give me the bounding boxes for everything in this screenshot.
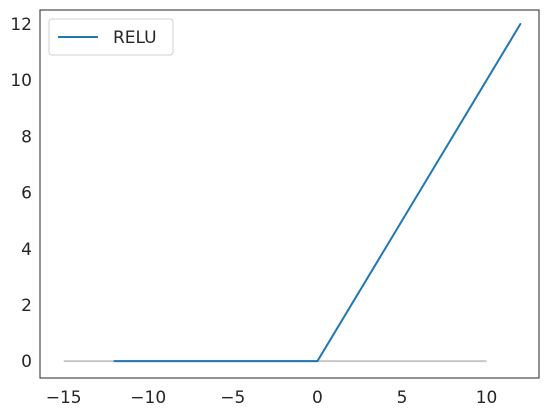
y-axis: 0 2 4 6 8 10 12 [10,15,32,372]
series-line-relu [113,23,522,363]
y-tick-label: 4 [21,240,32,260]
y-tick-label: 6 [21,184,32,204]
legend: RELU [48,18,174,56]
x-tick-label: −10 [130,388,166,408]
y-tick-label: 10 [10,71,32,91]
x-axis: −15 −10 −5 0 5 10 [46,388,498,408]
x-tick-label: −15 [46,388,82,408]
legend-label-relu: RELU [113,28,157,48]
y-tick-label: 2 [21,296,32,316]
y-tick-label: 0 [21,352,32,372]
x-tick-label: 0 [312,388,323,408]
plot-frame [39,9,540,379]
series-layer [113,23,522,363]
y-tick-label: 12 [10,15,32,35]
legend-box [48,18,174,56]
y-tick-label: 8 [21,127,32,147]
x-tick-label: 5 [397,388,408,408]
x-tick-label: 10 [476,388,498,408]
x-tick-label: −5 [220,388,245,408]
